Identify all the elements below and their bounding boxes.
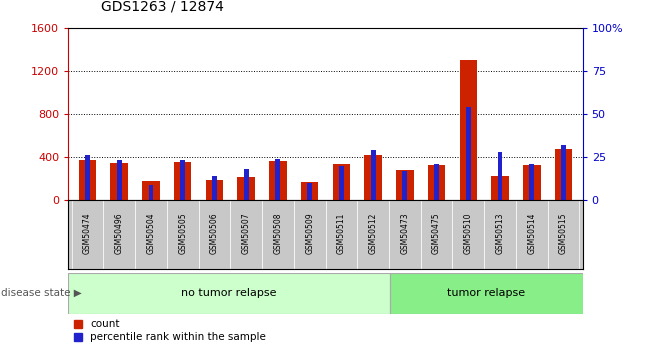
Text: GSM50507: GSM50507	[242, 213, 251, 254]
Bar	[148, 185, 153, 200]
Bar	[396, 170, 413, 200]
Bar	[523, 165, 540, 200]
Text: GSM50496: GSM50496	[115, 213, 124, 254]
Bar	[460, 60, 477, 200]
Bar	[434, 164, 439, 200]
Text: GSM50510: GSM50510	[464, 213, 473, 254]
Bar	[390, 273, 583, 314]
Bar	[365, 155, 382, 200]
Bar	[484, 200, 516, 269]
Text: tumor relapse: tumor relapse	[447, 288, 525, 298]
Text: GSM50514: GSM50514	[527, 213, 536, 254]
Bar	[555, 149, 572, 200]
Bar	[238, 177, 255, 200]
Bar	[339, 166, 344, 200]
Text: GSM50511: GSM50511	[337, 213, 346, 254]
Bar	[294, 200, 326, 269]
Bar	[333, 164, 350, 200]
Text: GSM50474: GSM50474	[83, 213, 92, 254]
Bar	[389, 200, 421, 269]
Bar	[421, 200, 452, 269]
Text: GDS1263 / 12874: GDS1263 / 12874	[101, 0, 224, 14]
Bar	[174, 162, 191, 200]
Bar	[85, 155, 90, 200]
Bar	[370, 150, 376, 200]
Bar	[326, 200, 357, 269]
Bar	[529, 164, 534, 200]
Bar	[117, 160, 122, 200]
Bar	[492, 176, 509, 200]
Bar	[212, 176, 217, 200]
Bar	[243, 169, 249, 200]
Text: no tumor relapse: no tumor relapse	[182, 288, 277, 298]
Bar	[498, 152, 503, 200]
Text: GSM50515: GSM50515	[559, 213, 568, 254]
Bar	[301, 182, 318, 200]
Bar	[72, 200, 104, 269]
Bar	[111, 164, 128, 200]
Legend: count, percentile rank within the sample: count, percentile rank within the sample	[74, 319, 266, 342]
Bar	[452, 200, 484, 269]
Bar	[135, 200, 167, 269]
Bar	[104, 200, 135, 269]
Text: GSM50475: GSM50475	[432, 213, 441, 254]
Text: GSM50505: GSM50505	[178, 213, 187, 254]
Text: GSM50504: GSM50504	[146, 213, 156, 254]
Bar	[167, 200, 199, 269]
Bar	[199, 200, 230, 269]
Bar	[561, 145, 566, 200]
Text: GSM50509: GSM50509	[305, 213, 314, 254]
Bar	[230, 200, 262, 269]
Bar	[402, 171, 408, 200]
Text: GSM50513: GSM50513	[495, 213, 505, 254]
Text: GSM50512: GSM50512	[368, 213, 378, 254]
Bar	[79, 160, 96, 200]
Text: GSM50506: GSM50506	[210, 213, 219, 254]
Bar	[307, 183, 312, 200]
Bar	[142, 181, 159, 200]
Bar	[206, 180, 223, 200]
Bar	[357, 200, 389, 269]
Bar	[547, 200, 579, 269]
Bar	[466, 107, 471, 200]
Bar	[68, 273, 390, 314]
Bar	[180, 160, 185, 200]
Text: GSM50508: GSM50508	[273, 213, 283, 254]
Bar	[269, 161, 286, 200]
Text: GSM50473: GSM50473	[400, 213, 409, 254]
Bar	[275, 159, 281, 200]
Bar	[516, 200, 547, 269]
Text: disease state ▶: disease state ▶	[1, 288, 82, 298]
Bar	[428, 165, 445, 200]
Bar	[262, 200, 294, 269]
